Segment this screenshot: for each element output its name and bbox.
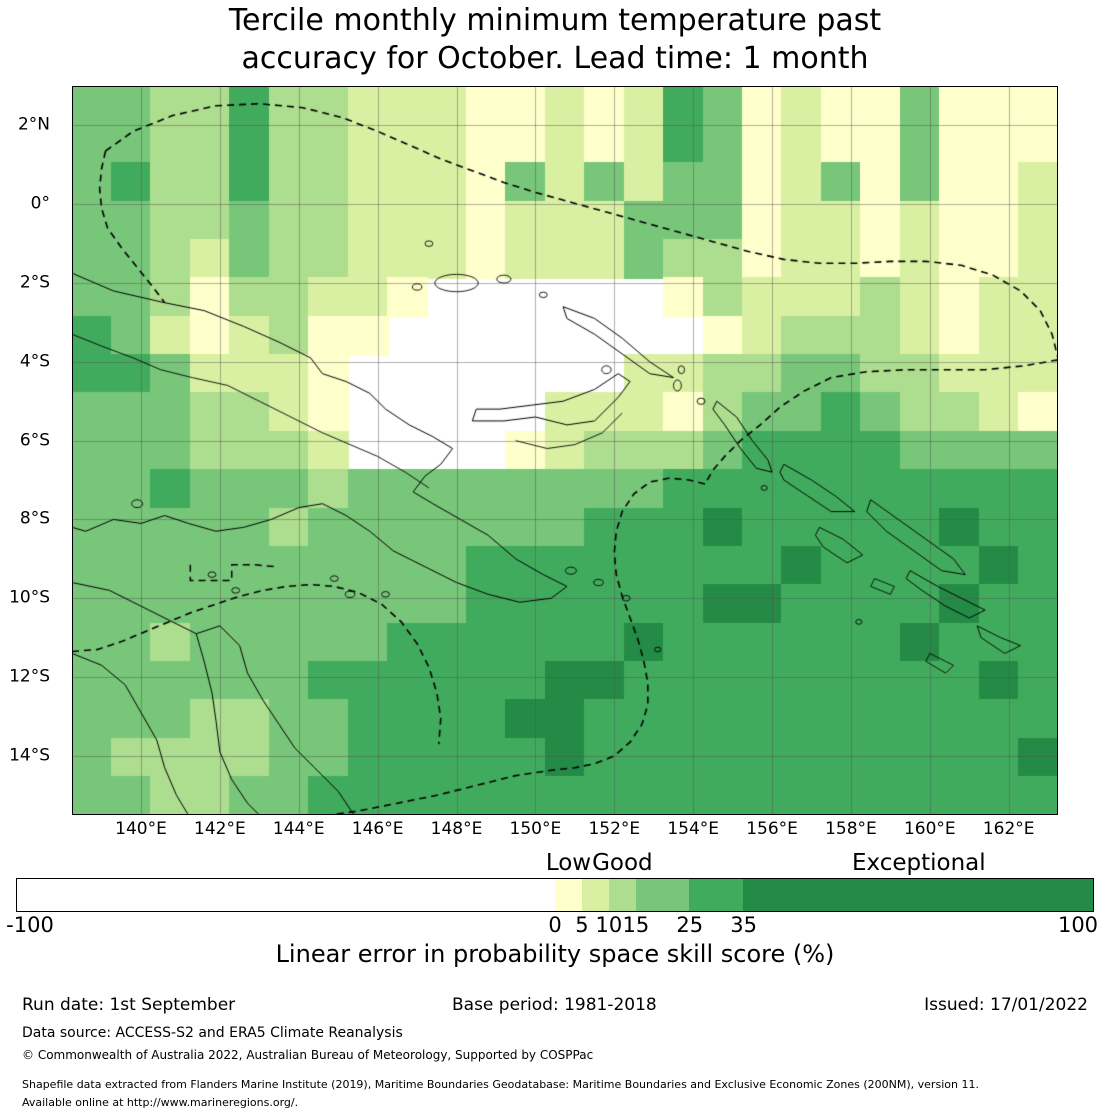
- colorbar-segment: [689, 879, 744, 911]
- issued-date: Issued: 17/01/2022: [924, 995, 1088, 1015]
- colorbar-category-label: Exceptional: [851, 850, 986, 876]
- longitude-tick-label: 162°E: [982, 819, 1035, 839]
- colorbar-segment: [635, 879, 690, 911]
- figure-title-line2: accuracy for October. Lead time: 1 month: [241, 41, 869, 76]
- shapefile-attribution-line1: Shapefile data extracted from Flanders M…: [22, 1078, 979, 1091]
- colorbar-tick-label: 15: [622, 913, 650, 937]
- colorbar-segment: [581, 879, 609, 911]
- figure-title: Tercile monthly minimum temperature past…: [0, 2, 1110, 78]
- longitude-tick-label: 158°E: [825, 819, 877, 839]
- colorbar-tick-labels: -100 0 5 10 15 25 35 100: [0, 914, 1110, 938]
- longitude-tick-label: 154°E: [667, 819, 720, 839]
- longitude-tick-label: 146°E: [351, 819, 404, 839]
- longitude-tick-label: 144°E: [272, 819, 325, 839]
- colorbar-segment: [608, 879, 636, 911]
- colorbar-title: Linear error in probability space skill …: [275, 940, 835, 968]
- colorbar-tick-label: 35: [730, 913, 758, 937]
- colorbar-tick-label: 10: [595, 913, 623, 937]
- map-plot-area: [72, 86, 1058, 815]
- figure-title-line1: Tercile monthly minimum temperature past: [228, 3, 882, 38]
- colorbar-segment: [555, 879, 582, 911]
- colorbar-tick-label: -100: [6, 913, 54, 937]
- colorbar-category-label: Low: [545, 850, 592, 876]
- colorbar-segment: [743, 879, 1093, 911]
- longitude-tick-label: 142°E: [194, 819, 246, 839]
- data-source: Data source: ACCESS-S2 and ERA5 Climate …: [22, 1025, 403, 1041]
- copyright-notice: © Commonwealth of Australia 2022, Austra…: [22, 1048, 594, 1062]
- colorbar-category-labels: Low Good Exceptional: [0, 851, 1110, 877]
- longitude-tick-label: 156°E: [746, 819, 798, 839]
- colorbar-category-label: Good: [592, 850, 653, 876]
- colorbar-tick-label: 5: [575, 913, 589, 937]
- run-date: Run date: 1st September: [22, 995, 236, 1015]
- colorbar-tick-label: 100: [1057, 913, 1099, 937]
- longitude-tick-label: 160°E: [903, 819, 956, 839]
- colorbar-tick-label: 0: [548, 913, 562, 937]
- colorbar-tick-label: 25: [676, 913, 704, 937]
- skill-score-heatmap: [72, 86, 1058, 815]
- longitude-tick-label: 150°E: [509, 819, 562, 839]
- base-period: Base period: 1981-2018: [452, 995, 657, 1015]
- colorbar-segment: [17, 879, 555, 911]
- shapefile-attribution-line2: Available online at http://www.marinereg…: [22, 1096, 299, 1109]
- longitude-tick-label: 148°E: [430, 819, 483, 839]
- colorbar: [16, 878, 1094, 912]
- longitude-tick-label: 152°E: [588, 819, 641, 839]
- longitude-tick-label: 140°E: [115, 819, 167, 839]
- figure-footer: Run date: 1st September Base period: 198…: [0, 995, 1110, 1113]
